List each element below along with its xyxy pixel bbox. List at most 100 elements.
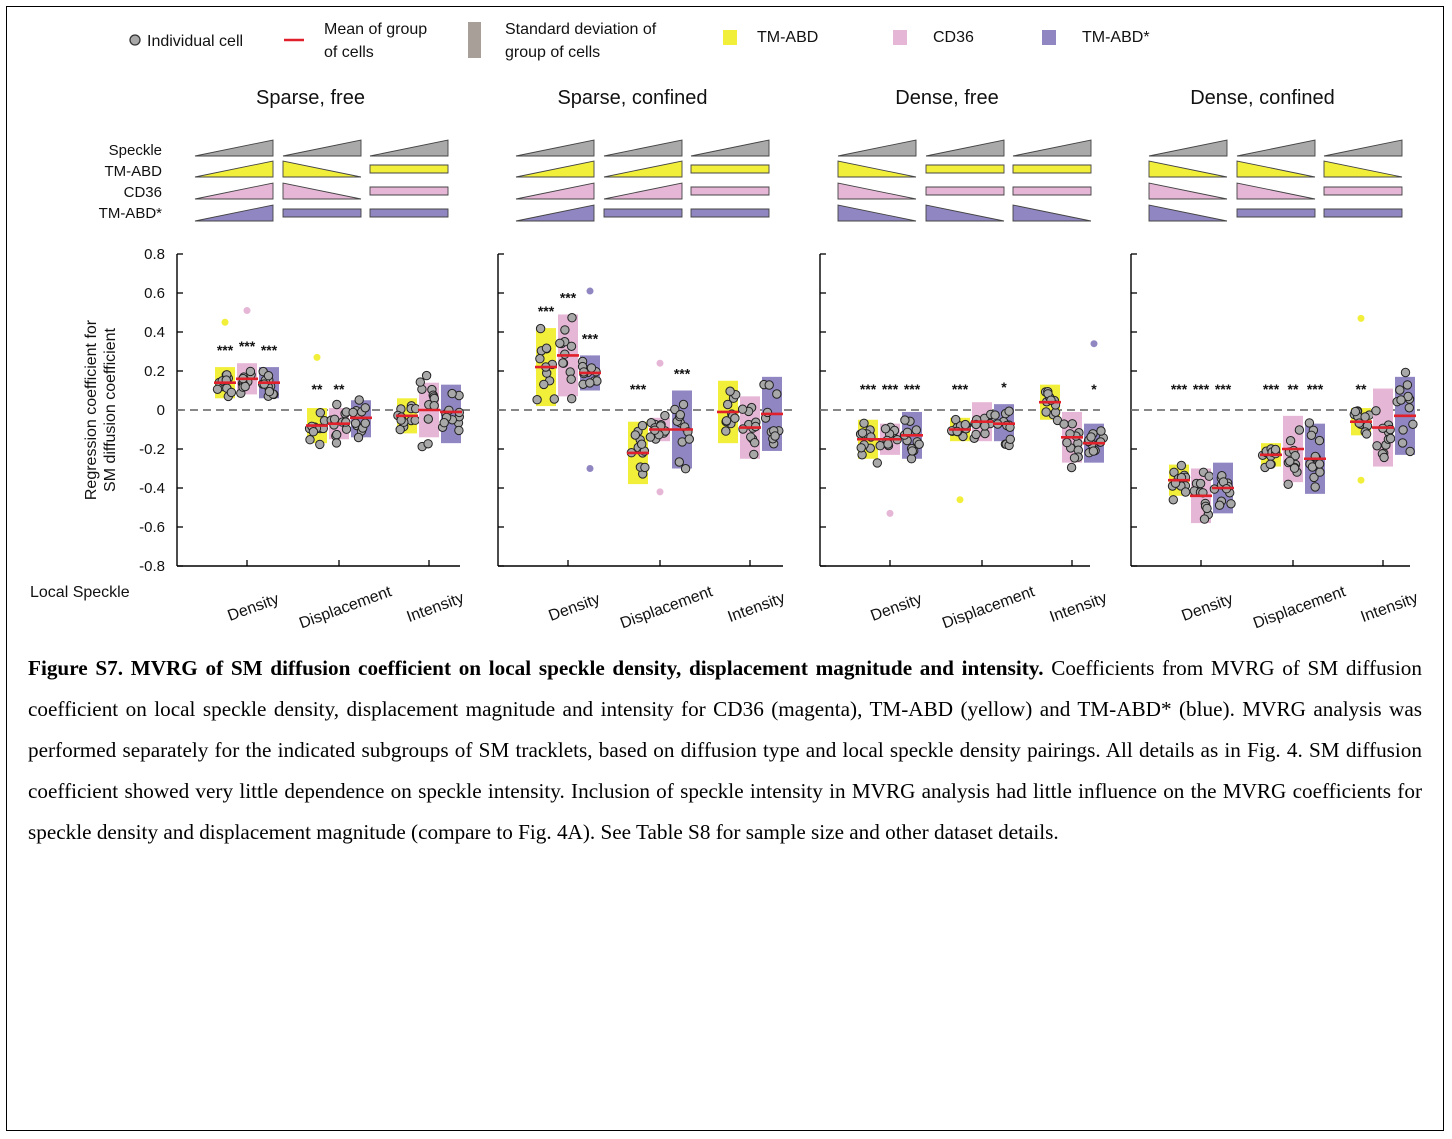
caption-text: Coefficients from MVRG of SM diffusion c… [28,656,1422,844]
cell-point [1350,406,1361,417]
panel-title: Sparse, confined [557,87,707,109]
cell-point [240,381,250,392]
cell-point [1371,406,1381,416]
cell-point [737,404,748,414]
trend-icon [925,139,1005,157]
trend-icon [837,182,917,200]
panels: Sparse, free*** *** ***Density** **Displace… [176,87,1421,632]
cell-point [960,419,970,430]
significance-label: ** [1356,381,1367,397]
cell-point [1088,446,1099,456]
trend-icon [515,182,595,200]
cell-point [1404,403,1415,413]
cell-point [738,424,748,434]
outlier-point [586,465,594,472]
cell-point [1398,425,1408,435]
cell-point [1397,438,1408,448]
trend-icon [603,208,683,218]
cell-point [560,325,570,335]
cell-point [360,418,370,428]
cell-point [350,418,361,428]
panel-1: Sparse, free *** *** *** Density ** ** Displace… [176,87,470,632]
cell-point [212,384,223,394]
outlier-point [586,287,594,295]
significance-label: *** [1171,381,1188,397]
legend-sd-line2: group of cells [505,44,600,61]
significance-label: *** [538,303,555,319]
cell-point [725,386,735,396]
cell-point [911,425,921,435]
cell-point [721,416,732,426]
legend-tmabd-star: TM-ABD* [1082,29,1150,46]
significance-label: *** [582,330,599,346]
trend-icon [1012,204,1092,222]
legend-tmabd-star-swatch [1042,30,1056,45]
cell-point [1400,367,1411,378]
cell-point [539,379,549,390]
cell-point [566,374,576,384]
cell-point [1285,436,1296,446]
legend-individual-cell: Individual cell [147,33,243,50]
legend-mean-line1: Mean of group [324,21,427,38]
cell-point [354,395,364,405]
category-label: Intensity [1359,590,1421,626]
trend-icon [1148,204,1228,222]
cell-point [1062,437,1072,448]
legend-cd36: CD36 [933,29,974,46]
cell-point [907,446,917,456]
cell-point [263,371,274,381]
category-label: Displacement [940,583,1037,632]
trend-icon [1148,139,1228,157]
trend-icon [515,139,595,157]
trend-icon [603,139,683,157]
y-tick-label: 0.2 [144,363,165,380]
cell-point [680,464,691,474]
cell-point [1289,463,1300,473]
cell-point [1372,441,1382,451]
cell-point [585,378,595,388]
cell-point [308,427,319,437]
figure-caption: Figure S7. MVRG of SM diffusion coeffici… [28,648,1422,853]
legend-point-icon [129,34,141,46]
outlier-point [1090,340,1098,348]
cell-point [396,415,406,425]
trend-icon [1323,208,1403,218]
outlier-point [313,353,321,361]
category-label: Displacement [297,583,394,632]
trend-icon [282,160,362,178]
cell-point [410,415,420,425]
cell-point [1360,412,1370,422]
y-tick-label: 0 [157,402,165,419]
y-tick-label: 0.6 [144,285,165,302]
cell-point [1204,471,1214,481]
cell-point [1405,446,1415,457]
cell-point [1379,452,1389,463]
cell-point [535,323,546,334]
trend-icon [369,164,449,174]
trend-icon [194,139,274,157]
cell-point [586,363,597,373]
cell-point [990,410,1000,420]
trend-icon [690,164,770,174]
trend-icon [282,139,362,157]
cell-point [332,399,342,410]
cell-point [721,426,731,436]
cell-point [341,417,351,427]
cell-point [1402,380,1413,390]
outlier-point [1357,314,1365,322]
cell-point [566,341,577,351]
trend-icon [1236,182,1316,200]
cell-point [630,430,640,440]
trend-icon [837,139,917,157]
significance-label: *** [217,342,234,358]
cell-point [770,431,780,441]
cell-point [660,410,670,421]
cell-point [900,415,910,425]
cell-point [429,401,439,411]
category-label: Intensity [1048,590,1110,626]
cell-point [772,389,782,399]
cell-point [1315,467,1325,477]
trend-icon [1323,139,1403,157]
cell-point [1285,456,1295,466]
y-axis-label-line1: Regression coefficient for [83,319,100,500]
